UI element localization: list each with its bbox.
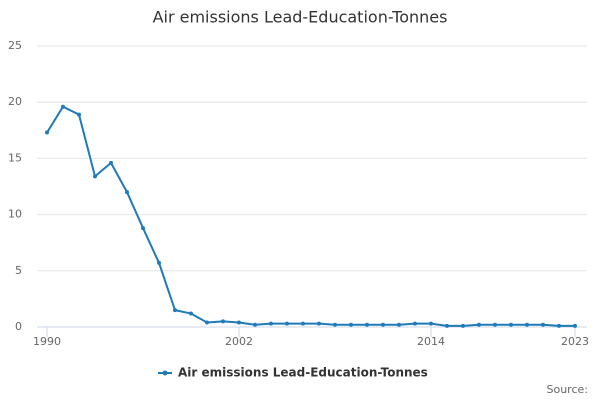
point <box>477 322 481 327</box>
point <box>573 323 577 328</box>
point <box>221 319 225 324</box>
point <box>365 322 369 327</box>
point <box>445 323 449 328</box>
point <box>237 320 241 325</box>
point <box>461 323 465 328</box>
y-tick-label: 25 <box>8 39 22 52</box>
point <box>189 311 193 316</box>
point <box>301 321 305 326</box>
point <box>381 322 385 327</box>
point <box>93 174 97 179</box>
y-tick-label: 20 <box>8 95 22 108</box>
point <box>45 130 49 135</box>
point <box>157 260 161 265</box>
point <box>109 160 113 165</box>
point <box>493 322 497 327</box>
point <box>205 320 209 325</box>
point <box>285 321 289 326</box>
point <box>253 322 257 327</box>
y-tick-label: 0 <box>15 320 22 333</box>
x-tick-label: 2014 <box>417 335 445 348</box>
point <box>141 226 145 231</box>
point <box>317 321 321 326</box>
point <box>429 321 433 326</box>
point <box>509 322 513 327</box>
point <box>541 322 545 327</box>
point <box>173 308 177 313</box>
point <box>269 321 273 326</box>
y-tick-label: 5 <box>15 264 22 277</box>
point <box>333 322 337 327</box>
x-tick-label: 1990 <box>33 335 61 348</box>
y-tick-label: 10 <box>8 208 22 221</box>
point <box>413 321 417 326</box>
chart-title: Air emissions Lead-Education-Tonnes <box>153 8 448 27</box>
point <box>525 322 529 327</box>
point <box>557 323 561 328</box>
point <box>125 190 129 195</box>
source: Source: <box>547 383 589 396</box>
point <box>77 112 81 117</box>
legend-label: Air emissions Lead-Education-Tonnes <box>178 366 428 380</box>
series-line <box>46 105 575 327</box>
point <box>397 322 401 327</box>
point <box>61 104 65 109</box>
x-tick-label: 2023 <box>561 335 589 348</box>
legend-marker <box>162 370 168 376</box>
point <box>349 322 353 327</box>
y-tick-label: 15 <box>8 151 22 164</box>
x-tick-label: 2002 <box>225 335 253 348</box>
